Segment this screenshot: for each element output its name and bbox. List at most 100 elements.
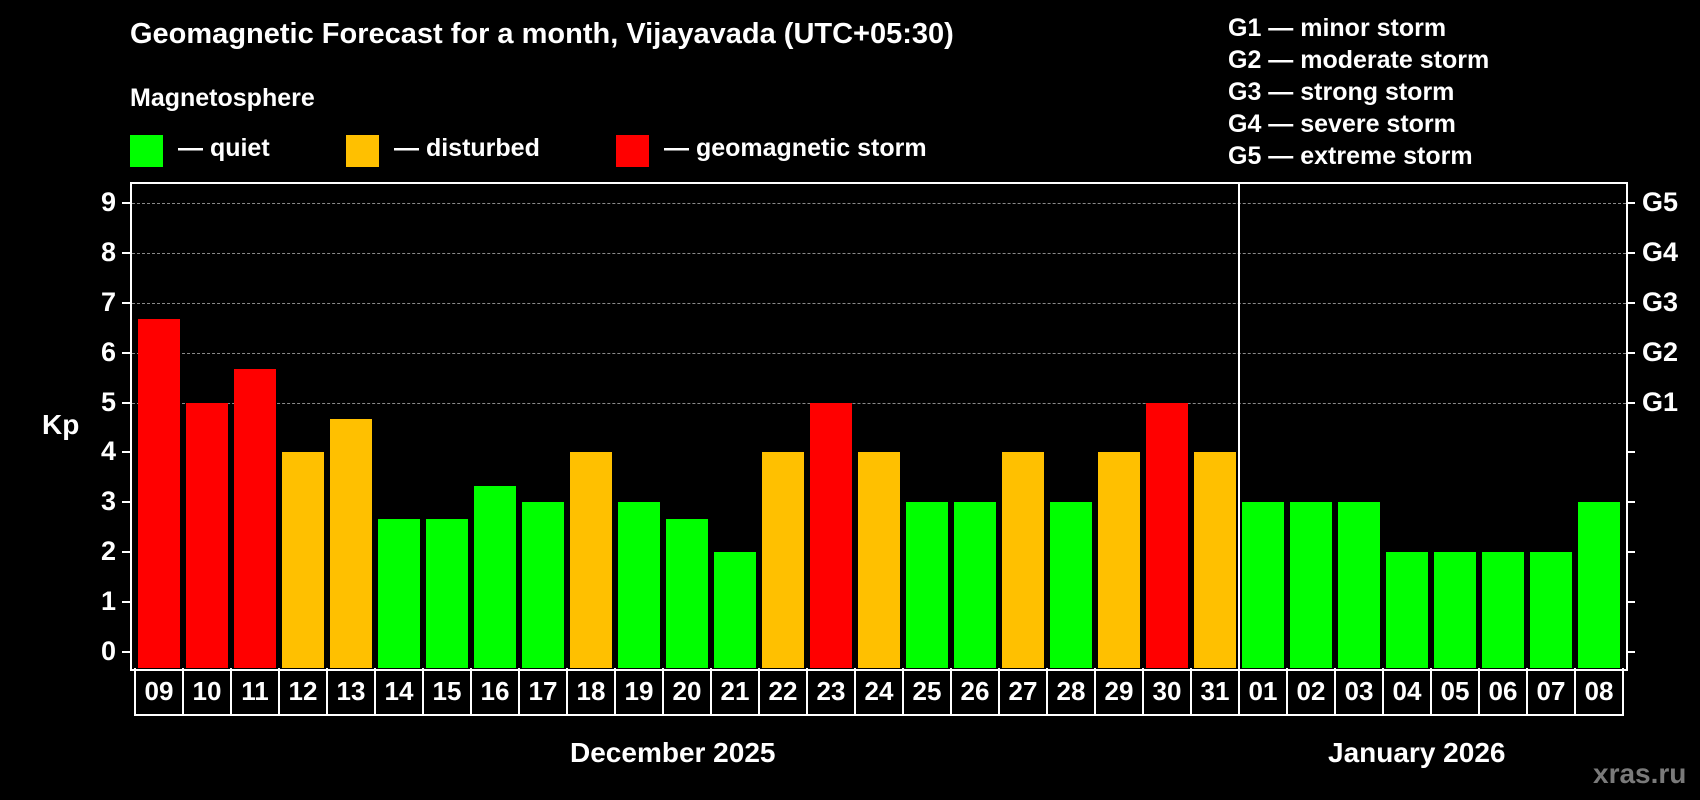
bar-23 [810,402,852,668]
y-tick-4 [122,451,131,454]
date-label: 31 [1190,668,1238,714]
y-tick-label-3: 3 [100,486,116,517]
y-tick-label-5: 5 [100,386,116,417]
bar-16 [474,485,516,668]
right-tick-4 [1626,451,1635,454]
legend-label-disturbed: — disturbed [394,134,540,162]
storm-scale-g1: G1 — minor storm [1228,14,1447,42]
date-label: 16 [470,668,518,714]
bar-09 [138,319,180,668]
date-label: 05 [1430,668,1478,714]
y-tick-0 [122,651,131,653]
y-tick-8 [122,251,131,254]
date-label: 04 [1382,668,1430,714]
x-axis-date-labels: 09 10 11 12 13 14 15 16 17 18 19 20 21 22 23 24 25 26 27 28… [134,668,1624,716]
date-label: 06 [1478,668,1526,714]
right-axis-label-g3: G3 [1642,286,1679,317]
right-tick-1 [1626,601,1635,604]
y-tick-5 [122,401,131,404]
bar-07 [1530,552,1572,668]
y-tick-label-1: 1 [100,586,116,617]
date-label: 09 [144,675,174,706]
bar-15 [426,518,468,668]
bar-01 [1242,502,1284,668]
right-tick-2 [1626,551,1635,554]
y-tick-label-9: 9 [100,186,116,217]
bar-21 [714,552,756,668]
bar-19 [618,502,660,668]
date-label: 03 [1334,668,1382,714]
date-label: 07 [1526,668,1574,714]
date-label: 19 [614,668,662,714]
date-label: 13 [326,668,374,714]
right-axis-label-g1: G1 [1642,386,1679,417]
storm-scale-g5: G5 — extreme storm [1228,142,1473,170]
right-tick-6 [1626,351,1635,354]
date-label: 08 [1574,668,1622,714]
y-tick-label-7: 7 [100,286,116,317]
y-tick-6 [122,351,131,354]
plot-area [130,182,1628,671]
date-label: 11 [230,668,278,714]
chart-title: Geomagnetic Forecast for a month, Vijaya… [130,18,954,50]
date-label: 10 [182,668,230,714]
date-label: 17 [518,668,566,714]
bar-05 [1434,552,1476,668]
bar-30 [1146,402,1188,668]
right-axis-label-g4: G4 [1642,236,1679,267]
y-tick-7 [122,301,131,304]
y-tick-label-4: 4 [100,436,116,467]
right-tick-9 [1626,201,1635,204]
bar-11 [234,369,276,668]
gridline-5 [132,402,1626,404]
bar-25 [906,502,948,668]
legend-heading: Magnetosphere [130,84,315,112]
month-label-december: December 2025 [570,737,776,768]
date-label: 21 [710,668,758,714]
bar-13 [330,418,372,668]
bar-31 [1194,452,1236,668]
bar-18 [570,452,612,668]
date-label: 01 [1238,668,1286,714]
date-label: 30 [1142,668,1190,714]
right-tick-5 [1626,401,1635,404]
y-tick-label-2: 2 [100,536,116,567]
bar-17 [522,502,564,668]
date-label: 28 [1046,668,1094,714]
date-label: 02 [1286,668,1334,714]
watermark: xras.ru [1593,758,1687,789]
gridline-8 [132,252,1626,254]
bar-12 [282,452,324,668]
y-tick-label-8: 8 [100,236,116,267]
bar-04 [1386,552,1428,668]
storm-scale-g3: G3 — strong storm [1228,78,1455,106]
bar-20 [666,518,708,668]
bar-08 [1578,502,1620,668]
y-tick-label-6: 6 [100,336,116,367]
date-label: 22 [758,668,806,714]
legend-label-storm: — geomagnetic storm [664,134,927,162]
bar-02 [1290,502,1332,668]
date-label: 18 [566,668,614,714]
right-axis-label-g5: G5 [1642,186,1679,217]
date-label: 14 [374,668,422,714]
gridline-7 [132,302,1626,304]
date-label: 25 [902,668,950,714]
legend-swatch-quiet [130,135,163,167]
bar-26 [954,502,996,668]
gridline-9 [132,202,1626,204]
right-tick-8 [1626,251,1635,254]
bar-28 [1050,502,1092,668]
legend-swatch-storm [616,135,649,167]
legend-label-quiet: — quiet [178,134,270,162]
date-label: 24 [854,668,902,714]
storm-scale-g2: G2 — moderate storm [1228,46,1490,74]
date-label: 20 [662,668,710,714]
y-tick-1 [122,601,131,604]
bar-06 [1482,552,1524,668]
y-tick-label-0: 0 [100,636,116,666]
date-label: 15 [422,668,470,714]
gridline-6 [132,352,1626,354]
bar-27 [1002,452,1044,668]
date-label: 27 [998,668,1046,714]
